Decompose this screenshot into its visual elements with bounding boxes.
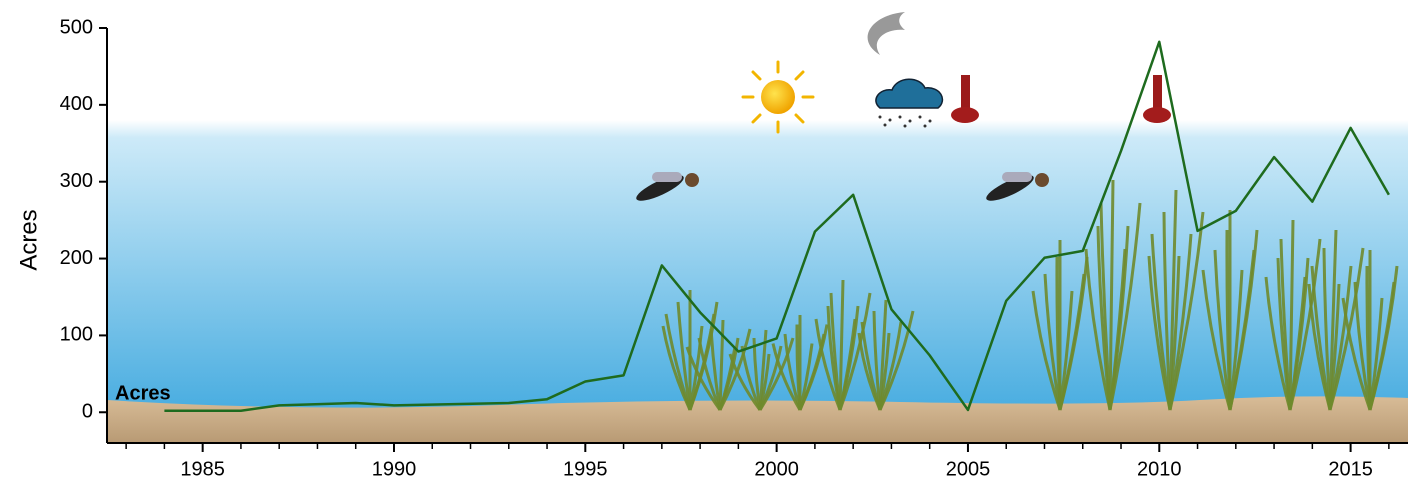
water-background	[107, 120, 1408, 415]
y-tick-label: 200	[60, 247, 93, 269]
series-label: Acres	[115, 382, 171, 404]
y-tick-label: 300	[60, 170, 93, 192]
sun-icon	[743, 62, 813, 132]
x-tick-label: 2000	[754, 458, 799, 480]
y-tick-label: 400	[60, 93, 93, 115]
y-tick-label: 500	[60, 16, 93, 38]
y-tick-label: 100	[60, 324, 93, 346]
x-tick-label: 2005	[946, 458, 991, 480]
x-tick-label: 2015	[1328, 458, 1373, 480]
y-tick-label: 0	[82, 401, 93, 423]
x-tick-label: 1985	[180, 458, 225, 480]
x-tick-label: 2010	[1137, 458, 1182, 480]
x-tick-label: 1990	[372, 458, 417, 480]
storm-icon	[868, 12, 905, 55]
chart: Acres Acres 0 100 200 300 400 500 1985 1990 1995…	[0, 0, 1418, 483]
x-tick-label: 1995	[563, 458, 608, 480]
y-axis-label: Acres	[15, 209, 42, 270]
